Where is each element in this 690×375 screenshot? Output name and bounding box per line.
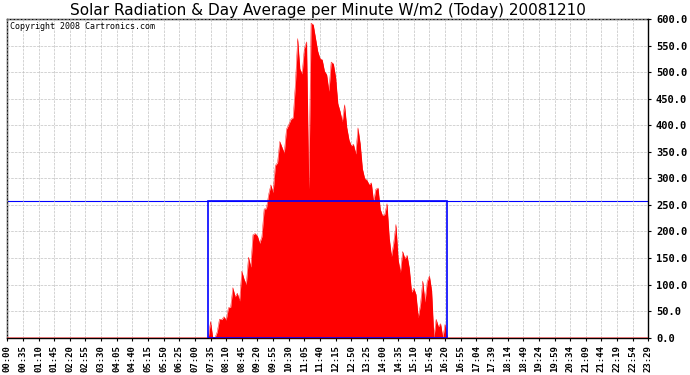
Bar	[208, 201, 447, 338]
Title: Solar Radiation & Day Average per Minute W/m2 (Today) 20081210: Solar Radiation & Day Average per Minute…	[70, 3, 586, 18]
Text: Copyright 2008 Cartronics.com: Copyright 2008 Cartronics.com	[10, 22, 155, 31]
